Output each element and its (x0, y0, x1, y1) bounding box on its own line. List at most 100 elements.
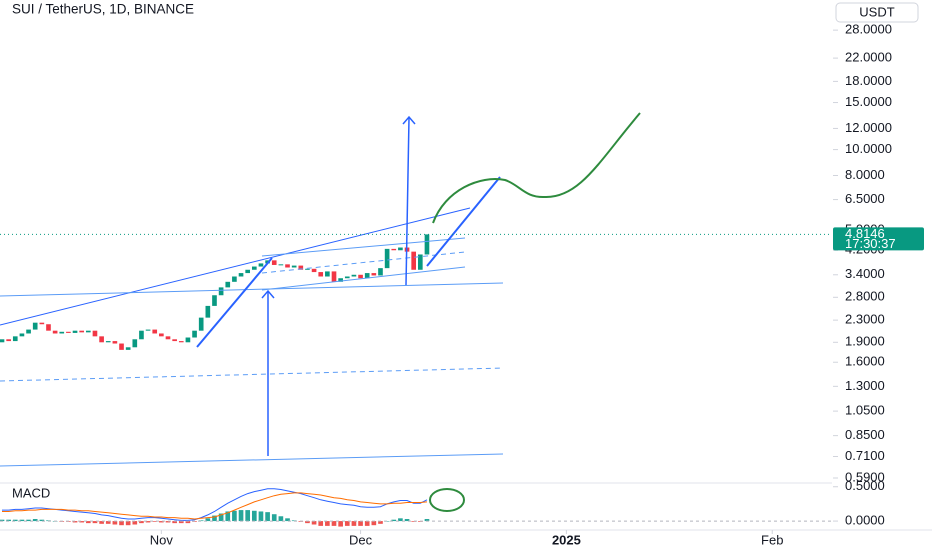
macd-histogram-bar (258, 511, 264, 522)
macd-histogram-bar (92, 521, 98, 524)
candle (119, 343, 124, 350)
drawings (0, 112, 641, 512)
candle (192, 330, 197, 338)
macd-histogram-bar (132, 521, 138, 525)
macd-histogram-bar (371, 521, 377, 526)
y-tick-label: 0.5900 (845, 469, 885, 484)
macd-histogram-bar (152, 521, 158, 522)
candle (278, 264, 284, 266)
macd-histogram-bar (265, 512, 270, 522)
candle (198, 317, 204, 331)
macd-histogram-bar (178, 521, 184, 524)
macd-histogram-bar (271, 514, 277, 522)
channel-line (261, 251, 466, 274)
trend-line (0, 207, 471, 326)
candle (258, 263, 264, 267)
candle (92, 330, 98, 337)
y-tick-label: 28.0000 (845, 22, 892, 37)
candle (245, 269, 251, 274)
candle (205, 305, 211, 318)
candle (225, 281, 231, 288)
candle (298, 265, 304, 270)
candle (185, 337, 191, 343)
candle (218, 287, 224, 296)
candle (371, 273, 377, 276)
candle (165, 336, 171, 340)
y-tick-label: 22.0000 (845, 50, 892, 65)
macd-histogram-bar (119, 521, 124, 526)
candle (291, 265, 297, 268)
candle (52, 330, 58, 334)
candle (251, 266, 257, 270)
macd-histogram-bar (112, 521, 118, 525)
candle (318, 272, 324, 277)
candle (0, 339, 5, 343)
candle (285, 264, 290, 268)
macd-histogram-bar (165, 521, 171, 523)
y-tick-label: 1.0500 (845, 403, 885, 418)
signal-line (2, 492, 428, 520)
macd-histogram-bar (351, 521, 357, 526)
macd-histogram-bar (384, 521, 390, 522)
trend-line (0, 367, 504, 382)
candle (79, 330, 85, 333)
macd-histogram-bar (404, 519, 410, 522)
y-tick-label: 6.5000 (845, 191, 885, 206)
last-price-label: 4.8146 (845, 226, 885, 241)
macd-histogram-bar (344, 521, 350, 526)
candle (99, 336, 104, 343)
macd-histogram-bar (6, 519, 11, 522)
macd-histogram-bar (245, 510, 251, 522)
currency: USDT (859, 4, 894, 19)
macd-histogram-bar (198, 520, 204, 522)
macd-histogram-bar (232, 510, 237, 522)
candle (232, 276, 237, 282)
y-tick-label: 12.0000 (845, 120, 892, 135)
candle (12, 336, 18, 342)
x-tick-label: Nov (150, 532, 174, 547)
macd-histogram-bar (145, 521, 151, 523)
macd-histogram-bar (212, 515, 217, 522)
y-tick-label: 1.9000 (845, 334, 885, 349)
macd-histogram-bar (358, 521, 363, 526)
candle (305, 268, 310, 270)
macd-histogram-bar (205, 518, 211, 522)
macd-line (2, 488, 428, 521)
candle (59, 331, 65, 334)
candle (32, 322, 38, 330)
x-tick-label: Feb (761, 532, 783, 547)
macd-histogram-bar (159, 521, 164, 523)
candle (364, 273, 370, 279)
macd-tick-label: 0.0000 (845, 513, 885, 528)
currency-button[interactable] (835, 2, 919, 23)
candle (398, 247, 403, 251)
candle (6, 339, 11, 342)
candle (19, 333, 25, 337)
macd-histogram-bar (305, 521, 310, 524)
trend-line (0, 453, 504, 467)
macd-histogram-bar (26, 519, 31, 522)
countdown: 17:30:37 (845, 236, 896, 251)
macd-histogram-bar (424, 519, 430, 522)
candle (145, 329, 151, 331)
macd-histogram-bar (125, 521, 131, 526)
macd-histogram-bar (218, 513, 224, 522)
macd-histogram-bar (72, 521, 78, 523)
candle (72, 330, 78, 333)
x-tick-label: 2025 (552, 532, 581, 547)
y-tick-label: 3.4000 (845, 266, 885, 281)
candle (424, 234, 430, 255)
candle (238, 273, 244, 277)
macd-histogram-bar (85, 521, 91, 524)
macd-histogram-bar (278, 516, 284, 522)
candle (139, 330, 144, 340)
macd-histogram-bar (391, 519, 397, 522)
macd-histogram-bar (398, 518, 403, 522)
macd-histogram-bar (79, 521, 85, 523)
projection-curve (432, 112, 641, 224)
channel-line (261, 266, 466, 291)
candle (378, 268, 383, 276)
impulse-line (196, 257, 273, 348)
y-tick-label: 1.6000 (845, 354, 885, 369)
